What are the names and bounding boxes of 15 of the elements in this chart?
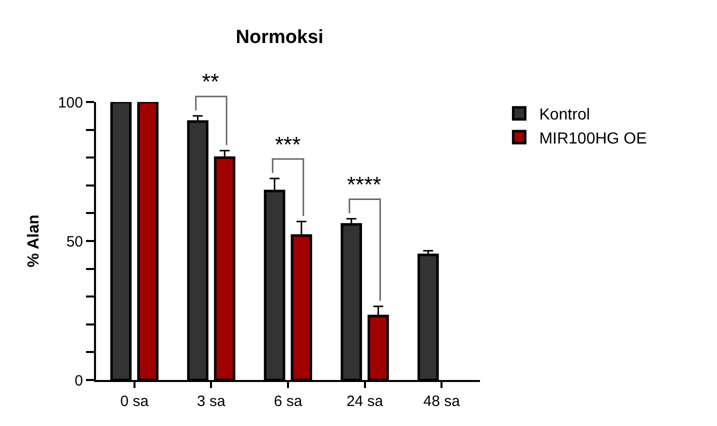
y-axis-title: % Alan: [25, 214, 42, 268]
y-tick-label: 100: [58, 94, 83, 112]
x-tick-label: 3 sa: [197, 393, 226, 410]
x-tick-label: 24 sa: [346, 393, 384, 410]
legend-label: Kontrol: [539, 106, 590, 124]
annotation: ****: [347, 172, 382, 197]
y-tick-label: 50: [66, 233, 83, 250]
x-tick-label: 6 sa: [274, 393, 303, 410]
x-tick-label: 0 sa: [120, 393, 150, 410]
y-tick-label: 0: [74, 372, 83, 390]
text: **: [202, 69, 220, 94]
x-tick-label: 48 sa: [423, 393, 461, 410]
annotation: ***: [275, 132, 302, 157]
legend-label: MIR100HG OE: [539, 130, 647, 148]
chart-title: Normoksi: [236, 27, 324, 48]
